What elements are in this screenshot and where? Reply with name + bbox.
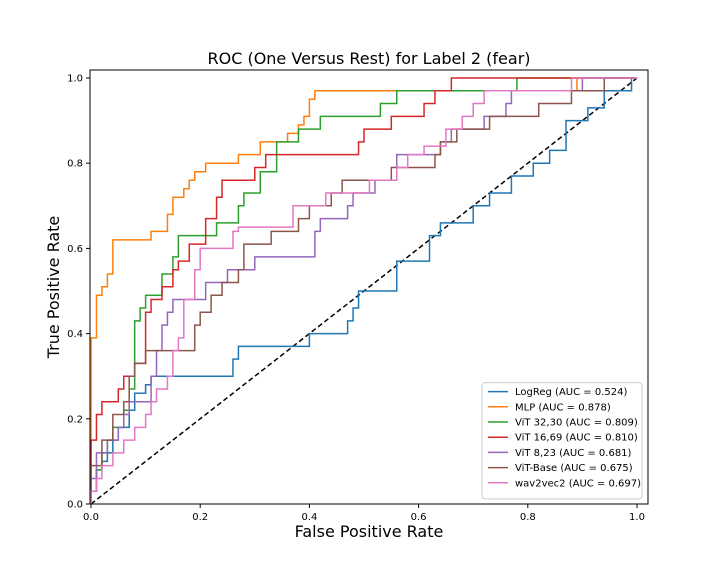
y-tick-label: 0.4	[67, 329, 83, 340]
legend: LogReg (AUC = 0.524) MLP (AUC = 0.878) ViT…	[481, 382, 643, 500]
y-axis-label: True Positive Rate	[44, 216, 63, 360]
x-tick-label: 0.2	[192, 512, 208, 523]
x-axis-label: False Positive Rate	[295, 522, 444, 541]
roc-series-line-3	[90, 77, 637, 504]
legend-label-6: wav2vec2 (AUC = 0.697)	[515, 478, 641, 489]
y-axis-ticks: 0.0 0.2 0.4 0.6 0.8 1.0	[67, 74, 90, 511]
x-tick-label: 0.8	[520, 512, 536, 523]
legend-box	[481, 382, 643, 500]
plot-area	[90, 77, 638, 505]
y-tick-label: 0.6	[67, 244, 83, 255]
legend-label-5: ViT-Base (AUC = 0.675)	[515, 463, 633, 474]
x-tick-label: 0.0	[83, 512, 99, 523]
y-tick-label: 1.0	[67, 74, 83, 85]
roc-series-line-1	[90, 77, 637, 504]
plot-frame	[89, 69, 649, 505]
x-tick-label: 0.6	[411, 512, 427, 523]
chart-title: ROC (One Versus Rest) for Label 2 (fear)	[207, 49, 530, 68]
legend-label-0: LogReg (AUC = 0.524)	[515, 387, 627, 398]
legend-label-3: ViT 16,69 (AUC = 0.810)	[515, 433, 638, 444]
y-tick-label: 0.0	[67, 500, 83, 511]
x-tick-label: 1.0	[629, 512, 645, 523]
roc-series-line-5	[90, 77, 637, 504]
roc-series-line-6	[90, 77, 637, 504]
y-tick-label: 0.8	[67, 159, 83, 170]
legend-label-2: ViT 32,30 (AUC = 0.809)	[515, 418, 638, 429]
x-axis-ticks: 0.0 0.2 0.4 0.6 0.8 1.0	[83, 504, 645, 523]
x-tick-label: 0.4	[301, 512, 317, 523]
y-tick-label: 0.2	[67, 414, 83, 425]
legend-label-1: MLP (AUC = 0.878)	[515, 402, 611, 413]
legend-label-4: ViT 8,23 (AUC = 0.681)	[515, 448, 632, 459]
